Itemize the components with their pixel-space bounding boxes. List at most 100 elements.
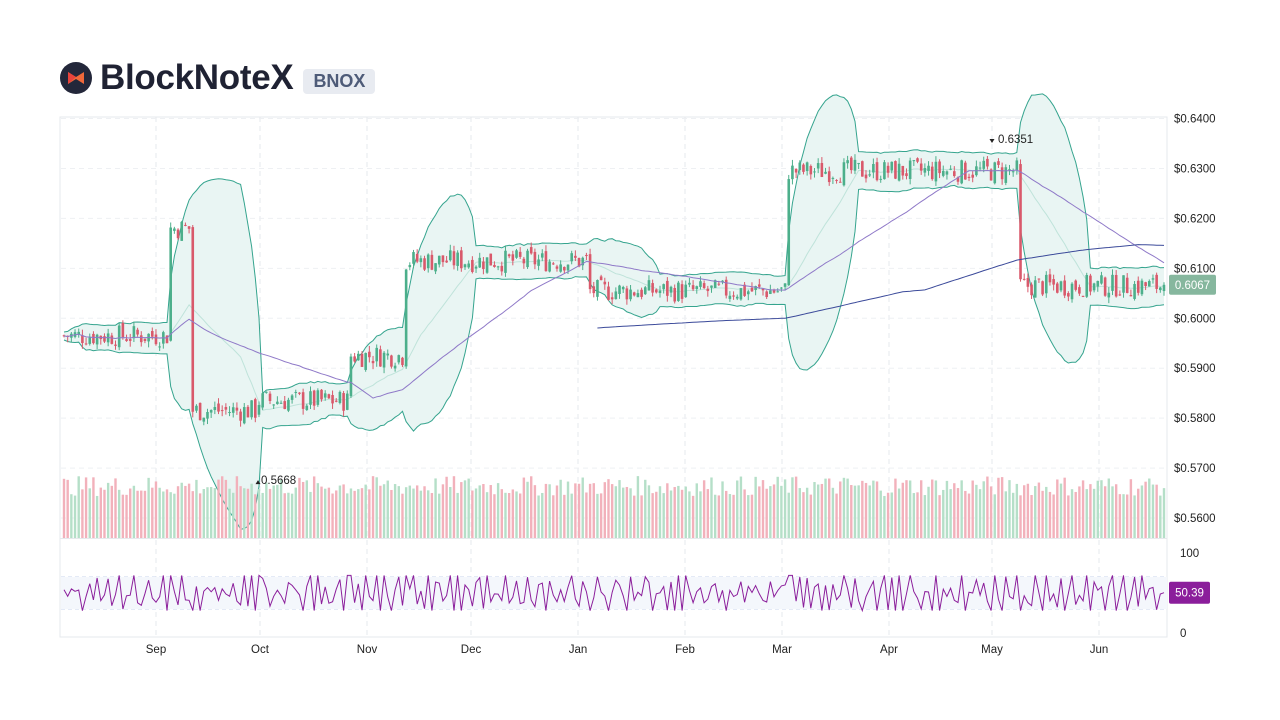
volume-bar	[916, 492, 919, 538]
candle-body	[566, 264, 570, 271]
candle-body	[713, 280, 717, 288]
volume-bar	[570, 493, 573, 538]
candle-body	[261, 393, 264, 408]
volume-bar	[117, 489, 121, 538]
candle-body	[662, 284, 665, 290]
volume-bar	[835, 493, 838, 538]
candle-body	[746, 291, 750, 295]
candle-body	[1048, 274, 1052, 283]
candle-body	[916, 158, 919, 162]
candle-body	[338, 391, 342, 403]
volume-bar	[894, 478, 897, 538]
candle-body	[220, 410, 224, 412]
candle-body	[1125, 277, 1129, 293]
volume-bar	[364, 484, 367, 538]
candle-body	[526, 250, 529, 268]
candle-body	[136, 329, 139, 335]
candle-body	[84, 343, 88, 345]
candle-body	[699, 281, 702, 287]
volume-bar	[1126, 494, 1129, 538]
candle-body	[390, 355, 393, 367]
candle-body	[235, 407, 239, 411]
volume-bar	[371, 476, 375, 538]
volume-bar	[964, 490, 967, 538]
candle-body	[518, 251, 522, 257]
volume-bar	[875, 481, 879, 538]
candle-body	[971, 174, 974, 178]
volume-bar	[419, 490, 423, 538]
volume-bar	[577, 483, 581, 538]
candle-body	[298, 392, 301, 394]
volume-bar	[644, 479, 647, 538]
volume-bar	[195, 479, 198, 538]
volume-bar	[213, 488, 217, 538]
y-tick-label: $0.6400	[1174, 113, 1216, 125]
candle-body	[978, 167, 982, 169]
candle-body	[507, 254, 511, 257]
high-marker-arrow	[989, 138, 995, 143]
volume-bar	[283, 493, 286, 538]
candle-body	[1162, 284, 1166, 292]
volume-bar	[1056, 479, 1059, 538]
candle-body	[334, 400, 338, 402]
x-tick-label: Mar	[772, 644, 792, 656]
volume-bar	[599, 493, 603, 538]
candle-body	[371, 360, 375, 364]
candle-body	[765, 291, 768, 298]
volume-bar	[592, 483, 595, 538]
volume-bar	[997, 477, 1000, 538]
candle-body	[879, 178, 883, 180]
page-title: BlockNoteX	[100, 58, 294, 97]
volume-bar	[478, 485, 481, 538]
candle-body	[908, 160, 912, 179]
volume-bar	[1034, 486, 1037, 538]
volume-bar	[460, 482, 463, 538]
candle-body	[379, 349, 382, 367]
candle-body	[993, 162, 997, 184]
candle-body	[706, 288, 710, 292]
candle-body	[323, 393, 327, 398]
bollinger-band-fill	[64, 93, 1164, 530]
candle-body	[585, 254, 588, 257]
x-tick-label: Jan	[569, 644, 588, 656]
candle-body	[1085, 274, 1089, 297]
candle-body	[905, 173, 908, 177]
candle-body	[794, 168, 798, 173]
candle-body	[739, 288, 743, 300]
volume-bar	[853, 485, 857, 538]
volume-bar	[1078, 486, 1081, 538]
volume-bar	[438, 493, 441, 538]
volume-bar	[618, 480, 621, 538]
candle-body	[195, 405, 198, 411]
candle-body	[1122, 275, 1125, 293]
volume-bar	[154, 481, 158, 538]
volume-bar	[92, 477, 95, 538]
candle-body	[345, 393, 349, 410]
volume-bar	[136, 490, 139, 538]
candle-body	[117, 325, 121, 348]
volume-bar	[901, 482, 904, 538]
low-marker-label: 0.5668	[261, 475, 296, 487]
candle-body	[382, 352, 386, 368]
candle-body	[1133, 283, 1136, 299]
candle-body	[853, 159, 857, 171]
volume-bar	[228, 488, 231, 538]
moving-average-slow-line	[597, 244, 1165, 329]
candle-body	[463, 264, 467, 268]
candle-body	[445, 260, 448, 263]
candle-body	[772, 290, 776, 293]
volume-bar	[441, 484, 445, 538]
volume-bar	[404, 487, 408, 538]
candle-body	[511, 254, 515, 261]
candle-body	[268, 393, 272, 402]
volume-bar	[986, 476, 989, 538]
volume-bar	[736, 480, 739, 538]
candle-body	[919, 163, 923, 171]
volume-bar	[706, 489, 710, 538]
volume-bar	[320, 486, 323, 538]
candle-body	[938, 161, 941, 174]
candle-body	[647, 280, 651, 291]
low-marker-arrow	[255, 480, 261, 485]
volume-bar	[872, 480, 875, 538]
